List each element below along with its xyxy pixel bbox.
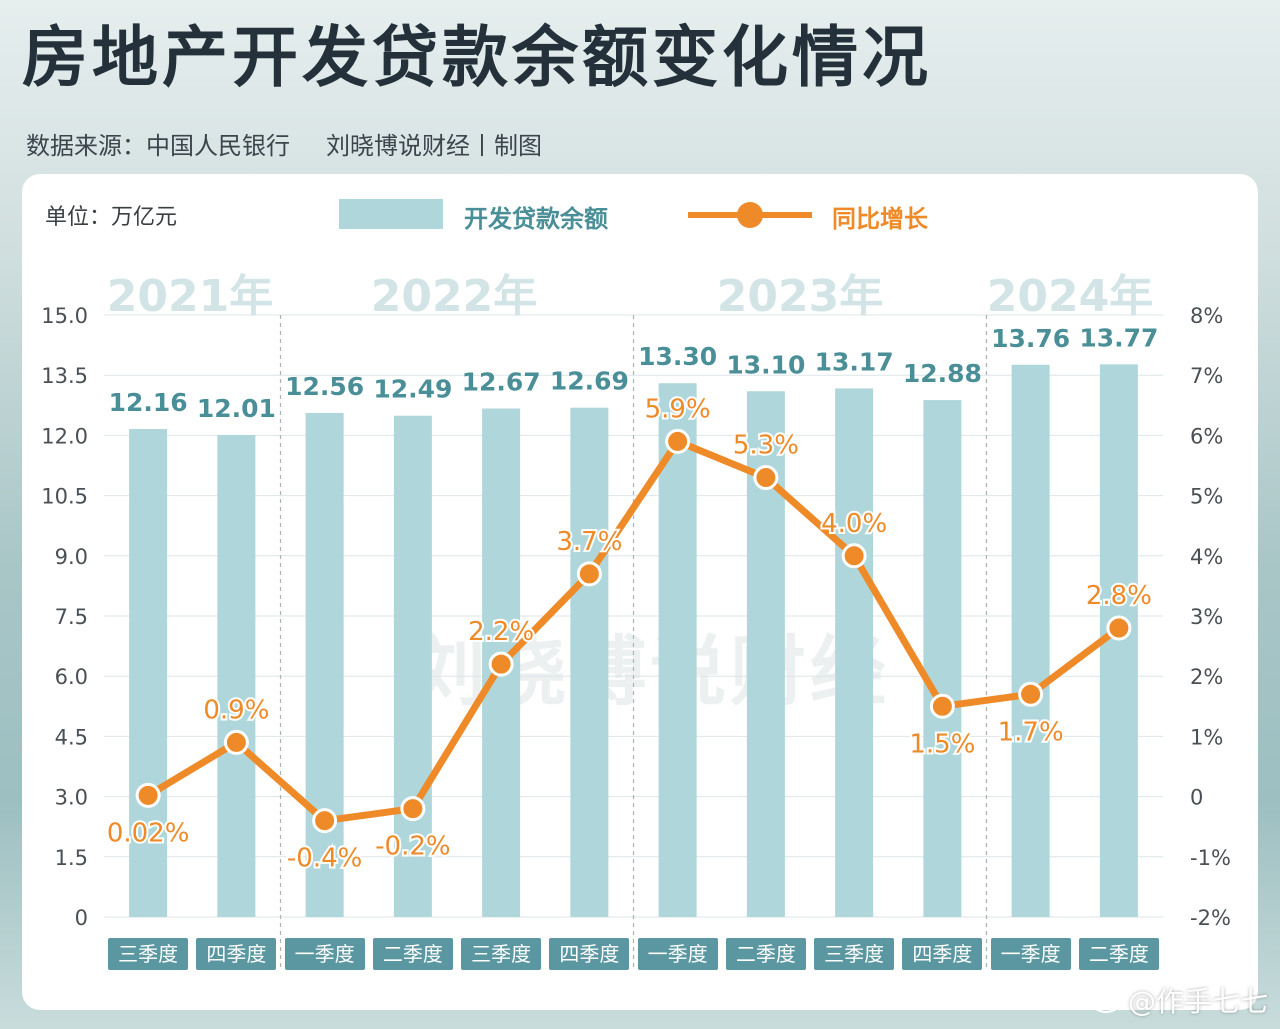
legend-line-swatch [688,202,812,228]
growth-value-label: 3.7% [556,527,622,557]
y-left-tick-label: 0 [75,906,88,930]
category-label: 三季度 [461,938,542,970]
y-right-tick-label: 7% [1190,364,1223,388]
growth-value-label: -0.4% [287,844,362,874]
category-label: 二季度 [725,938,806,970]
category-label: 四季度 [196,938,277,970]
legend-bar-label: 开发贷款余额 [464,205,608,233]
year-label-2022: 2022年 [370,271,538,322]
growth-point [665,428,691,454]
year-label-2021: 2021年 [106,271,274,322]
y-left-tick-label: 9.0 [55,545,88,569]
chart-credit: 刘晓博说财经丨制图 [326,132,542,160]
growth-point [135,782,161,808]
growth-point [841,543,867,569]
bar-value-label: 12.16 [109,388,188,417]
y-left-tick-label: 13.5 [41,364,88,388]
category-label: 四季度 [902,938,983,970]
bar [393,415,432,917]
y-right-tick-label: 0 [1190,786,1203,810]
y-right-tick-label: 8% [1190,304,1223,328]
growth-value-label: 5.9% [645,394,711,424]
bar [570,407,609,917]
category-label: 三季度 [814,938,895,970]
weibo-icon [1089,987,1122,1013]
bar-value-label: 13.10 [726,350,805,379]
category-label: 三季度 [108,938,189,970]
bar-value-label: 12.69 [550,367,629,396]
growth-point [929,693,955,719]
y-left-tick-label: 7.5 [55,605,88,629]
growth-value-label: 2.2% [468,617,534,647]
category-label: 一季度 [637,938,718,970]
y-left-tick-label: 15.0 [41,304,88,328]
bar [658,383,697,917]
y-right-tick-label: -2% [1190,906,1231,930]
y-right-tick-label: 5% [1190,485,1223,509]
growth-value-label: 2.8% [1086,581,1152,611]
growth-point [576,561,602,587]
growth-point [312,808,338,834]
y-right-tick-label: 6% [1190,424,1223,448]
bar [129,428,168,917]
data-source: 数据来源：中国人民银行 [26,132,290,160]
year-label-2023: 2023年 [716,271,884,322]
weibo-handle: @作手七七 [1127,985,1268,1018]
bar-value-label: 13.17 [815,347,894,376]
subtitle: 数据来源：中国人民银行 刘晓博说财经丨制图 [26,126,542,161]
bar [305,412,344,917]
category-label: 二季度 [1078,938,1159,970]
y-left-tick-label: 1.5 [55,846,88,870]
growth-value-label: 1.7% [998,717,1064,747]
legend-bar-swatch [339,199,443,229]
growth-value-label: 0.9% [203,695,269,725]
y-right-tick-label: 2% [1190,665,1223,689]
bar-value-label: 12.01 [197,394,276,423]
bar-value-label: 13.76 [991,324,1070,353]
bar-value-label: 13.30 [638,342,717,371]
unit-label: 单位：万亿元 [45,205,178,230]
growth-point [753,465,779,491]
year-label-2024: 2024年 [986,271,1154,322]
category-label: 二季度 [372,938,453,970]
growth-point [488,651,514,677]
bar-value-label: 12.56 [285,372,364,401]
growth-point [1106,615,1132,641]
y-left-tick-label: 3.0 [55,786,88,810]
y-left-tick-label: 4.5 [55,725,88,749]
growth-value-label: 4.0% [821,509,887,539]
bar [1011,364,1050,917]
growth-point [400,796,426,822]
y-right-tick-label: 3% [1190,605,1223,629]
bar [923,400,962,918]
growth-value-label: 1.5% [909,729,975,759]
weibo-watermark: @作手七七 [1089,980,1268,1020]
growth-line [144,437,1123,825]
bar-value-label: 13.77 [1079,323,1158,352]
category-label: 一季度 [284,938,365,970]
y-left-tick-label: 12.0 [41,424,88,448]
y-right-tick-label: 1% [1190,725,1223,749]
bar [217,434,256,917]
category-label: 四季度 [549,938,630,970]
bar-value-label: 12.67 [462,368,541,397]
y-right-tick-label: 4% [1190,545,1223,569]
bar-value-label: 12.88 [903,359,982,388]
y-left-tick-label: 6.0 [55,665,88,689]
bar-value-label: 12.49 [373,375,452,404]
growth-point [1018,681,1044,707]
category-label: 一季度 [990,938,1071,970]
y-left-tick-label: 10.5 [41,485,88,509]
growth-value-label: 0.02% [107,818,190,848]
y-right-tick-label: -1% [1190,846,1231,870]
growth-point [223,729,249,755]
legend-line-label: 同比增长 [832,205,928,233]
growth-value-label: -0.2% [375,832,450,862]
growth-value-label: 5.3% [733,431,799,461]
bar [835,388,874,918]
chart-title: 房地产开发贷款余额变化情况 [22,19,932,96]
